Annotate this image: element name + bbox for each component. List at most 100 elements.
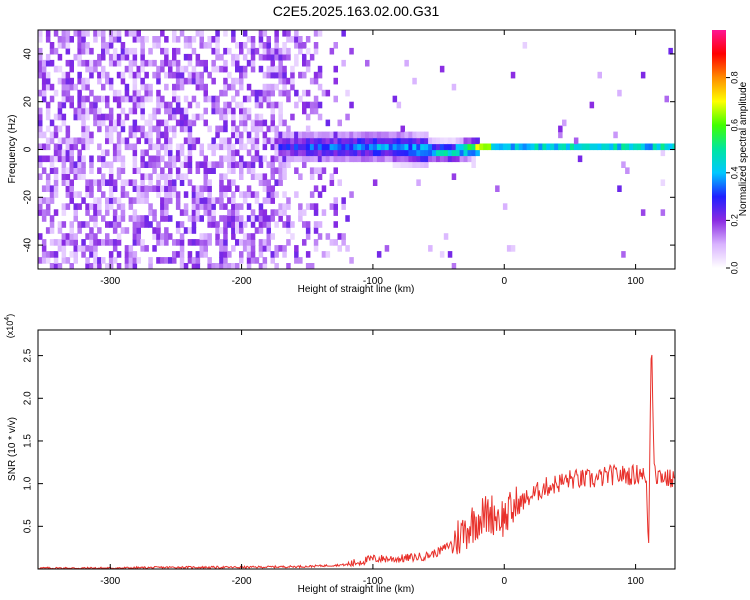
spectrogram-cell [239,155,244,163]
spectrogram-cell [349,149,354,157]
spectrogram-cell [45,137,51,145]
spectrogram-cell [274,221,279,228]
spectrogram-cell [160,47,165,55]
spectrogram-cell [89,263,94,269]
spectrogram-cell [258,245,264,252]
spectrogram-cell [203,233,208,240]
spectrogram-cell [132,251,138,258]
spectrogram-cell [97,125,102,133]
spectrogram-cell [400,155,405,163]
spectrogram-cell [191,239,197,246]
spectrogram-cell [89,65,94,73]
spectrogram-cell [73,209,78,216]
spectrogram-cell [274,101,279,109]
spectrogram-cell [660,143,666,151]
spectrogram-cell [388,149,394,157]
spectrogram-cell [294,137,299,145]
spectrogram-cell [124,263,130,269]
spectrogram-cell [313,155,319,163]
spectrogram-cell [77,245,82,252]
spectrogram-cell [187,161,193,168]
spectrogram-cell [258,30,264,37]
spectrogram-cell [215,197,220,204]
spectrogram-cell [463,149,468,157]
spectrogram-cell [183,42,189,49]
spectrogram-cell [160,95,165,103]
spectrogram-cell [124,137,130,145]
spectrogram-cell [211,137,216,145]
spectrogram-cell [384,155,390,163]
spectrogram-cell [254,215,260,222]
spectrogram-cell [69,233,74,240]
spectrogram-cell [136,227,141,234]
spectrogram-cell [45,107,51,115]
spectrogram-cell [152,125,157,133]
spectrogram-cell [282,83,287,91]
spectrogram-cell [424,161,429,168]
spectrogram-cell [396,143,402,151]
spectrogram-cell [274,191,279,198]
spectrogram-cell [467,143,472,151]
spectrogram-cell [597,71,602,79]
spectrogram-cell [45,77,51,85]
spectrogram-cell [372,143,378,151]
spectrogram-cell [239,251,244,258]
spectrogram-cell [369,149,374,157]
spectrogram-cell [270,71,275,79]
spectrogram-cell [239,101,244,109]
spectrogram-cell [223,215,228,222]
spectrogram-cell [179,119,185,127]
spectrogram-cell [164,137,169,145]
spectrogram-cell [187,239,193,246]
spectrogram-cell [215,36,220,43]
spectrogram-cell [309,53,315,61]
spectrogram-cell [112,59,118,67]
spectrogram-cell [274,149,279,157]
spectrogram-cell [475,143,480,151]
spectrogram-cell [81,173,86,180]
spectrogram-cell [282,47,287,55]
spectrogram-cell [172,36,177,43]
x-tick-label: 0 [501,576,507,587]
spectrogram-cell [231,125,236,133]
spectrogram-cell [349,131,354,139]
spectrogram-cell [172,161,177,168]
spectrogram-cell [262,53,268,61]
spectrogram-cell [132,131,138,139]
spectrogram-cell [89,161,94,168]
colorbar-tick-label: 0.0 [729,262,739,275]
spectrogram-cell [412,149,417,157]
snr-x-ticks: -300 -200 -100 0 100 [100,330,644,587]
spectrogram-cell [305,203,311,210]
spectrogram-cell [451,173,457,180]
spectrogram-cell [558,143,563,151]
spectrogram-cell [223,245,228,252]
spectrogram-cell [223,83,228,91]
spectrogram-cell [266,95,271,103]
spectrogram-cell [436,155,441,163]
spectrogram-cell [250,42,256,49]
spectrogram-cell [274,131,279,139]
spectrogram-cell [85,30,90,37]
spectrogram-cell [270,197,275,204]
spectrogram-cell [85,233,90,240]
spectrogram-cell [156,42,161,49]
spectrogram-cell [187,53,193,61]
spectrogram-cell [282,203,287,210]
spectrogram-cell [302,149,307,157]
spectrogram-cell [144,149,149,157]
spectrogram-cell [660,209,666,216]
spectrogram-cell [321,167,327,174]
spectrogram-cell [231,83,236,91]
spectrogram-cell [97,30,102,37]
spectrogram-cell [294,251,299,258]
spectrogram-cell [250,215,256,222]
spectrogram-cell [41,131,47,139]
spectrogram-cell [219,113,224,121]
spectrogram-cell [85,65,90,73]
spectrogram-cell [195,191,201,198]
spectrogram-cell [108,125,114,133]
spectrogram-cell [309,101,315,109]
spectrogram-cell [274,179,279,186]
spectrogram-cell [41,257,47,264]
